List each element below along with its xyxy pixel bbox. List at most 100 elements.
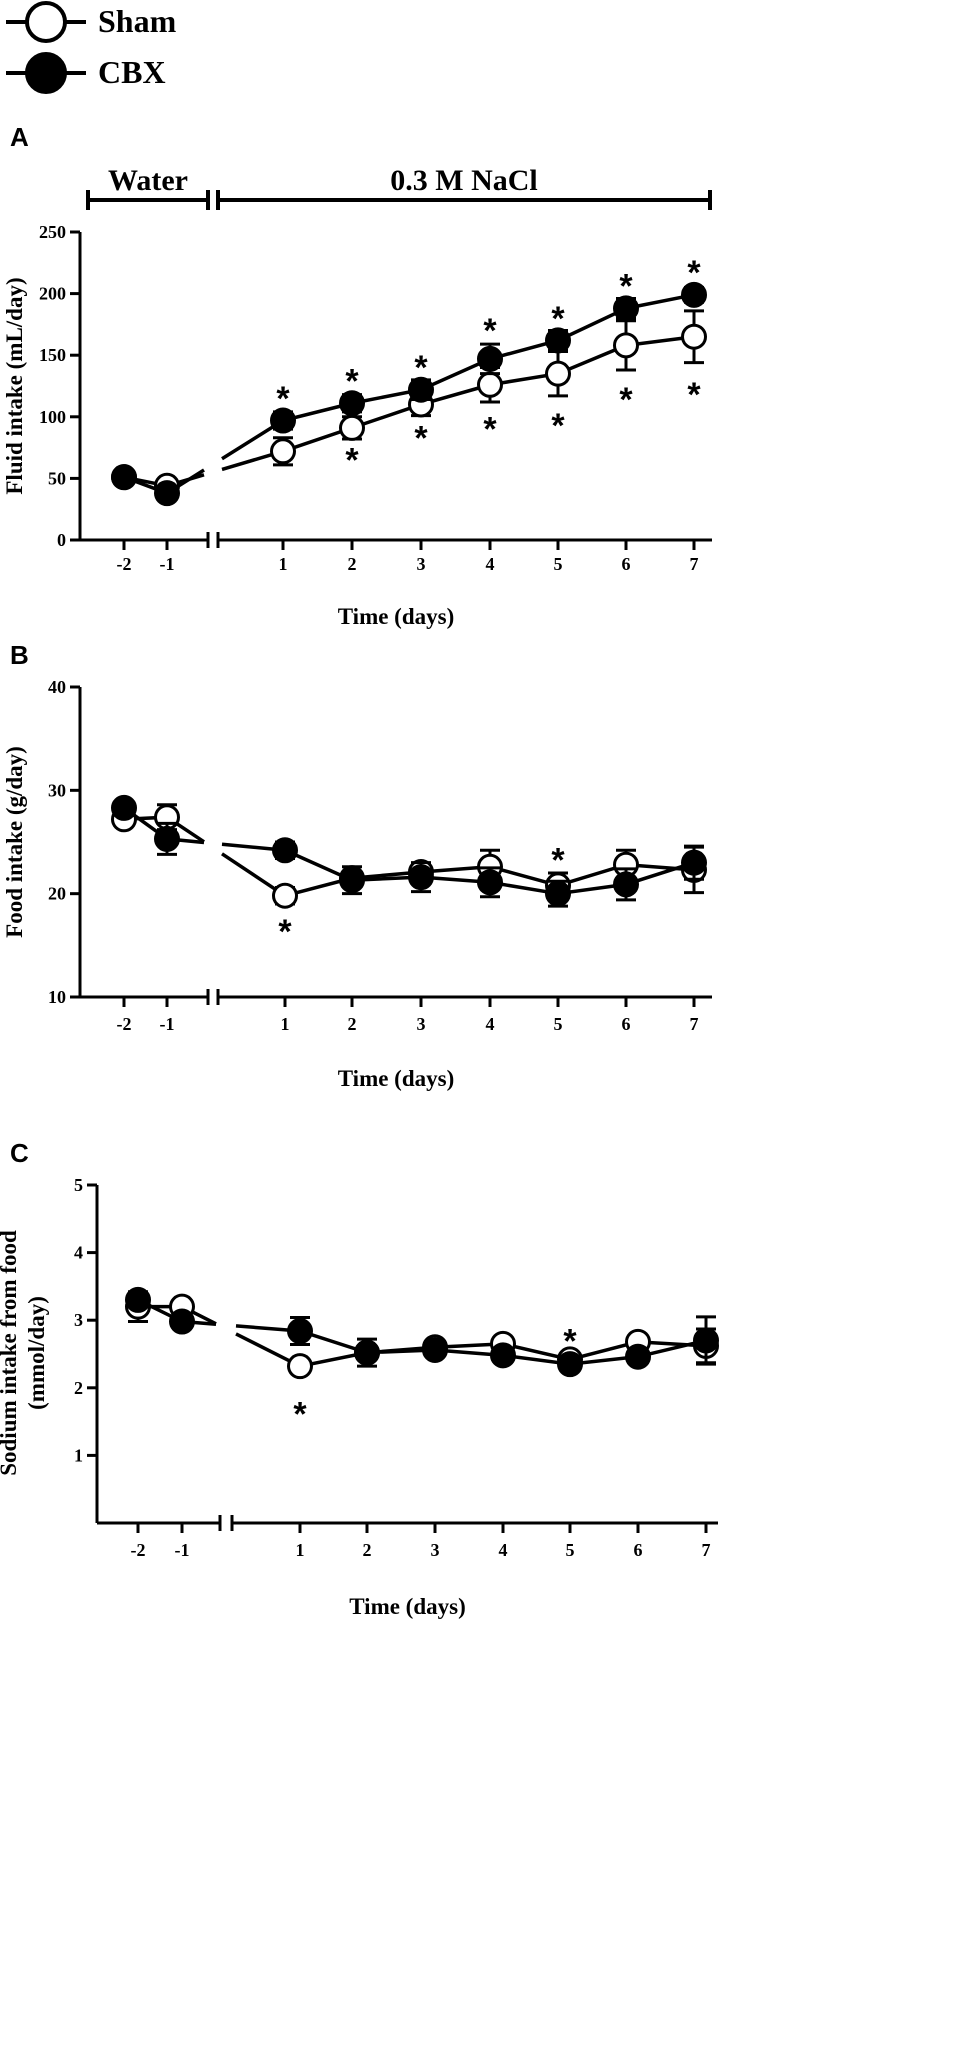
x-tick-label: 4 [486,554,495,574]
y-axis-title-line: Food intake (g/day) [2,746,27,938]
significance-asterisk: * [687,254,701,292]
data-point-cbx [613,871,639,898]
x-tick-label: 7 [702,1540,711,1560]
x-tick-label: -1 [175,1540,190,1560]
significance-asterisk: * [345,441,359,479]
significance-asterisk: * [551,407,565,445]
significance-asterisk: * [483,312,497,350]
data-point-sham [270,438,296,465]
significance-asterisk: * [483,411,497,449]
data-point-cbx [154,825,180,852]
data-point-sham [287,1353,313,1380]
x-axis-title: Time (days) [338,604,455,629]
x-tick-label: 3 [417,554,426,574]
significance-asterisk: * [551,842,565,880]
y-tick-label: 150 [39,345,66,365]
data-point-cbx [154,480,180,507]
significance-asterisk: * [551,300,565,338]
data-point-cbx [354,1339,380,1366]
significance-asterisk: * [619,381,633,419]
data-point-cbx [490,1342,516,1369]
y-tick-label: 50 [48,468,66,488]
water-bracket: Water [86,164,210,210]
y-axis-title: Food intake (g/day) [2,746,27,938]
significance-asterisk: * [345,363,359,401]
data-point-sham [339,414,365,441]
x-tick-label: 1 [281,1014,290,1034]
y-axis-title: Fluid intake (mL/day) [2,277,27,494]
panel-a-fluid-intake: 0 50 100 150 200 250 -2 -1 1 2 3 4 5 6 7 Time (days) Flu… [2,222,712,629]
x-tick-label: 3 [417,1014,426,1034]
significance-asterisk: * [563,1322,577,1360]
y-tick-label: 200 [39,284,66,304]
data-point-sham [545,360,571,387]
panel-b-food-intake: 10 20 30 40 -2 -1 1 2 3 4 5 6 7 Time (days) Food intak… [2,677,712,1091]
y-axis-title: Sodium intake from food(mmol/day) [0,1230,49,1476]
data-point-cbx [613,295,639,322]
data-point-sham [613,332,639,359]
data-point-cbx [111,794,137,821]
x-tick-label: 2 [363,1540,372,1560]
x-tick-label: -2 [117,1014,132,1034]
data-point-cbx [693,1327,719,1354]
y-tick-label: 40 [48,677,66,697]
x-tick-label: 2 [348,1014,357,1034]
y-tick-label: 2 [74,1378,83,1398]
data-point-cbx [339,867,365,894]
x-tick-label: -1 [160,554,175,574]
y-axis-title-line: Fluid intake (mL/day) [2,277,27,494]
data-point-cbx [169,1308,195,1335]
significance-asterisk: * [278,913,292,951]
x-axis-title: Time (days) [349,1594,466,1619]
data-point-cbx [545,327,571,354]
data-point-cbx [681,281,707,308]
panel-a-letter: A [10,122,29,152]
significance-asterisk: * [619,268,633,306]
condition-brackets: Water 0.3 M NaCl [86,164,712,210]
legend-cbx: CBX [6,52,166,94]
x-tick-label: 7 [690,1014,699,1034]
y-tick-label: 100 [39,407,66,427]
data-point-cbx [287,1318,313,1345]
data-point-cbx [557,1351,583,1378]
y-tick-label: 250 [39,222,66,242]
data-point-cbx [111,464,137,491]
data-point-cbx [625,1343,651,1370]
nacl-label: 0.3 M NaCl [390,164,537,197]
x-tick-label: 6 [634,1540,643,1560]
x-tick-label: -2 [131,1540,146,1560]
x-tick-label: 4 [486,1014,495,1034]
data-point-sham [681,323,707,350]
legend-cbx-label: CBX [98,54,166,90]
x-tick-label: 4 [499,1540,508,1560]
y-tick-label: 20 [48,884,66,904]
x-tick-label: 5 [566,1540,575,1560]
data-point-sham [477,371,503,398]
x-tick-label: -2 [117,554,132,574]
x-tick-label: 1 [279,554,288,574]
data-point-cbx [545,880,571,907]
significance-asterisk: * [293,1395,307,1433]
legend: Sham CBX [6,1,177,94]
y-axis-title-line: (mmol/day) [24,1296,49,1410]
data-point-sham [272,882,298,909]
data-point-cbx [681,849,707,876]
data-point-cbx [477,869,503,896]
x-tick-label: 7 [690,554,699,574]
panel-b-letter: B [10,640,29,670]
x-tick-label: 1 [296,1540,305,1560]
legend-cbx-marker [25,52,67,94]
y-tick-label: 10 [48,987,66,1007]
water-label: Water [108,164,188,197]
x-tick-label: 5 [554,1014,563,1034]
nacl-bracket: 0.3 M NaCl [216,164,712,210]
x-tick-label: -1 [160,1014,175,1034]
legend-sham: Sham [6,1,177,43]
legend-sham-label: Sham [98,3,177,39]
data-point-cbx [270,407,296,434]
x-tick-label: 3 [431,1540,440,1560]
data-point-cbx [125,1286,151,1313]
significance-asterisk: * [414,419,428,457]
significance-asterisk: * [414,349,428,387]
